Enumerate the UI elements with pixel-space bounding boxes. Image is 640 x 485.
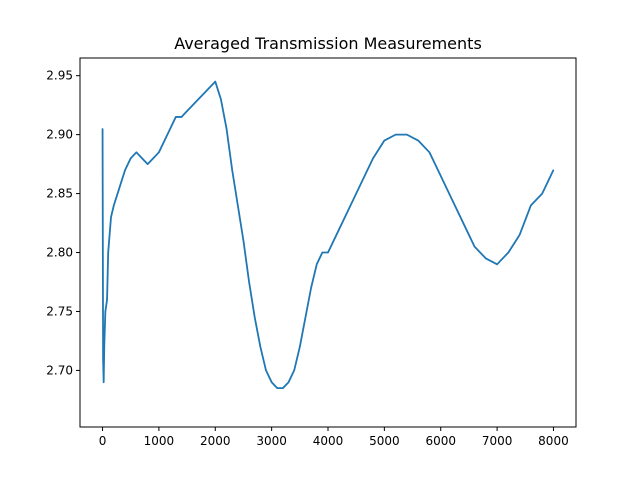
data-point xyxy=(231,169,233,171)
data-point xyxy=(192,104,194,106)
data-point xyxy=(406,134,408,136)
data-point xyxy=(316,263,318,265)
data-point xyxy=(242,240,245,242)
data-point xyxy=(530,204,532,206)
chart-title: Averaged Transmission Measurements xyxy=(174,34,482,53)
x-tick-label: 1000 xyxy=(144,434,175,448)
x-axis: 0 1000 2000 3000 4000 5000 6000 7000 8000 xyxy=(99,427,569,448)
data-point xyxy=(282,387,284,389)
y-tick-label: 2.70 xyxy=(46,363,73,377)
data-point xyxy=(101,128,104,130)
data-point xyxy=(186,110,188,112)
data-point xyxy=(372,157,374,159)
data-point xyxy=(338,228,340,230)
data-point xyxy=(383,139,385,142)
axes-frame xyxy=(79,57,577,428)
data-point xyxy=(395,134,397,136)
data-point xyxy=(130,157,132,159)
data-point xyxy=(259,346,261,348)
data-point xyxy=(135,151,137,153)
data-point xyxy=(552,169,555,171)
data-point xyxy=(124,169,126,171)
y-tick-label: 2.85 xyxy=(46,187,73,201)
data-point xyxy=(440,175,442,177)
data-point xyxy=(507,251,509,254)
y-axis: 2.70 2.75 2.80 2.85 2.90 2.95 xyxy=(46,69,80,377)
x-tick-label: 3000 xyxy=(256,434,287,448)
data-point xyxy=(180,116,183,118)
data-point xyxy=(473,246,476,248)
x-tick-label: 2000 xyxy=(200,434,231,448)
x-tick-label: 4000 xyxy=(313,434,344,448)
data-point xyxy=(496,263,498,265)
data-point xyxy=(276,387,278,389)
series-line-0 xyxy=(101,80,555,390)
data-point xyxy=(225,128,228,130)
y-tick-label: 2.90 xyxy=(46,128,73,142)
data-point xyxy=(451,198,453,201)
data-point xyxy=(428,151,431,153)
data-point xyxy=(113,204,115,206)
data-point xyxy=(175,116,177,118)
y-tick-label: 2.75 xyxy=(46,304,73,318)
data-point xyxy=(107,251,109,254)
data-point xyxy=(163,139,166,142)
data-point xyxy=(254,316,256,318)
y-tick-label: 2.95 xyxy=(46,69,73,83)
data-point xyxy=(287,381,290,383)
data-point xyxy=(169,128,171,130)
data-point xyxy=(248,281,250,283)
data-point xyxy=(118,187,121,189)
data-point xyxy=(104,310,106,313)
data-point xyxy=(462,222,464,224)
data-point xyxy=(106,299,108,301)
data-point xyxy=(310,287,312,289)
data-point xyxy=(299,346,301,348)
data-point xyxy=(203,92,205,94)
data-point xyxy=(293,369,295,372)
data-point xyxy=(158,151,160,153)
data-point xyxy=(361,181,363,183)
y-tick-label: 2.80 xyxy=(46,246,73,260)
data-point xyxy=(321,251,323,254)
data-point xyxy=(304,316,307,318)
data-point xyxy=(197,98,199,100)
data-point xyxy=(209,86,211,89)
data-point xyxy=(214,80,216,83)
data-point xyxy=(265,369,267,372)
data-point xyxy=(220,98,222,100)
data-point xyxy=(152,157,154,159)
plot-area xyxy=(101,80,555,390)
data-point xyxy=(417,139,419,142)
x-tick-label: 5000 xyxy=(369,434,400,448)
data-point xyxy=(102,358,104,360)
x-tick-label: 0 xyxy=(99,434,107,448)
data-point xyxy=(327,251,329,254)
data-point xyxy=(147,163,149,165)
data-point xyxy=(541,192,543,195)
data-point xyxy=(110,216,112,218)
data-point xyxy=(141,157,143,159)
data-point xyxy=(103,381,105,383)
x-tick-label: 6000 xyxy=(425,434,456,448)
data-point xyxy=(103,346,105,348)
data-point xyxy=(237,204,239,206)
data-point xyxy=(349,204,352,206)
x-tick-label: 7000 xyxy=(482,434,513,448)
data-point xyxy=(271,381,273,383)
x-tick-label: 8000 xyxy=(538,434,569,448)
data-point xyxy=(519,234,521,236)
data-point xyxy=(485,257,487,260)
